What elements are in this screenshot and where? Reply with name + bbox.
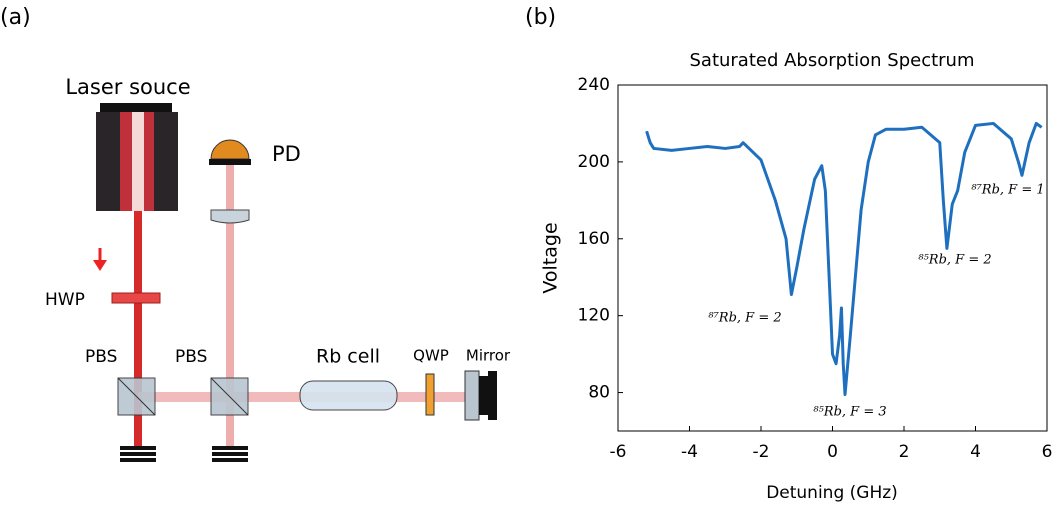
label: PBS	[175, 347, 207, 367]
qwp	[425, 373, 435, 416]
pbs-diag	[117, 377, 156, 416]
beam-dump	[120, 446, 248, 462]
x-tick-label: -4	[681, 442, 698, 462]
y-tick-label: 200	[578, 152, 610, 172]
x-tick-label: 0	[827, 442, 838, 462]
pd	[210, 139, 250, 160]
y-tick-label: 240	[578, 75, 610, 95]
y-tick-label: 120	[578, 306, 610, 326]
x-tick-label: 6	[1042, 442, 1053, 462]
x-tick-label: -6	[610, 442, 627, 462]
x-tick-label: -2	[753, 442, 770, 462]
label: PBS	[85, 347, 117, 367]
panel-label: (a)	[0, 5, 31, 30]
laser-cap	[100, 103, 172, 112]
pbs-diag	[210, 377, 249, 416]
beam	[134, 211, 142, 446]
rb-cell	[299, 380, 398, 411]
hwp	[111, 292, 161, 304]
x-tick-label: 2	[899, 442, 910, 462]
label: Mirror	[466, 347, 511, 365]
label: PD	[272, 142, 301, 166]
y-tick-label: 160	[578, 229, 610, 249]
panel-label: (b)	[525, 5, 556, 30]
data-line	[645, 121, 1043, 396]
x-axis-label: Detuning (GHz)	[766, 483, 898, 503]
label: QWP	[413, 347, 449, 365]
label: Laser souce	[65, 75, 190, 99]
label: Rb cell	[316, 346, 380, 368]
laser-core-light	[132, 112, 144, 211]
annotation: ⁸⁷Rb, F = 2	[708, 311, 781, 326]
mirror	[464, 370, 480, 421]
annotation: ⁸⁵Rb, F = 3	[813, 405, 886, 420]
pd-base	[209, 159, 251, 165]
beam	[226, 165, 234, 447]
mirror-mount	[479, 371, 497, 420]
arrow-head	[93, 260, 107, 271]
setup-diagram: Laser souce PD HWP PBS PBS Rb cell QWP M…	[45, 75, 511, 462]
x-tick-label: 4	[970, 442, 981, 462]
annotation: ⁸⁵Rb, F = 2	[918, 253, 991, 268]
label: HWP	[45, 290, 85, 310]
lens	[210, 209, 250, 224]
chart-title: Saturated Absorption Spectrum	[689, 50, 974, 71]
y-axis-label: Voltage	[540, 222, 562, 293]
y-tick-label: 80	[588, 383, 610, 403]
annotation: ⁸⁷Rb, F = 1	[971, 183, 1044, 198]
